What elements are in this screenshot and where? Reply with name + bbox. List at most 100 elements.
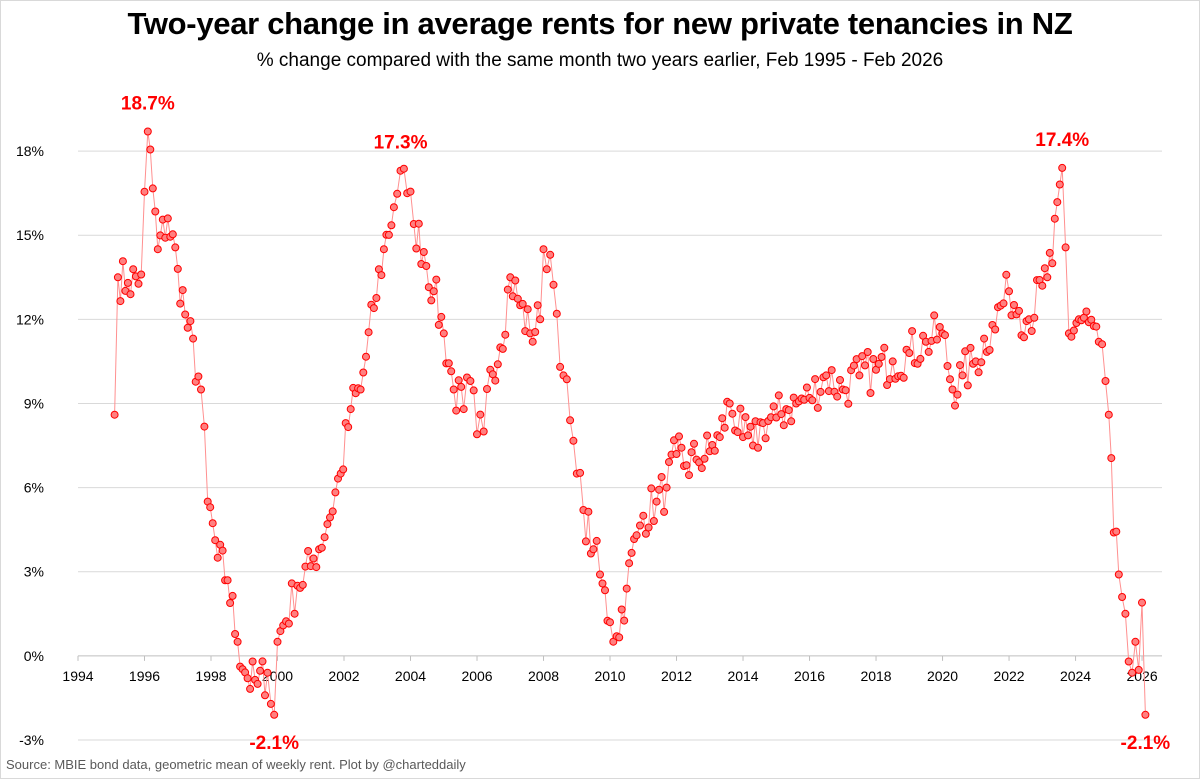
data-point [498,344,507,353]
data-point [754,443,762,452]
data-point [744,431,752,440]
data-point [556,362,565,371]
data-point [253,679,262,688]
y-tick-label: 18% [16,143,44,159]
data-point [476,410,485,419]
data-point [226,599,235,607]
data-point [703,431,712,440]
data-point [963,381,972,390]
data-point [483,385,491,393]
data-point [710,446,719,455]
data-point [733,428,742,437]
data-point [977,358,986,367]
data-point [323,520,332,529]
data-point [736,404,745,413]
series-line [114,131,1146,715]
data-point [933,335,941,344]
data-point [246,684,255,693]
data-point [466,377,475,385]
data-point [123,278,132,287]
data-point [424,283,433,292]
data-point [427,296,436,305]
annotation-label: -2.1% [1121,733,1171,754]
y-tick-label: 15% [16,227,44,243]
data-point [298,580,307,589]
data-point [584,507,593,516]
data-point [855,371,864,380]
data-point [956,361,964,370]
data-point [675,432,683,441]
data-point [636,521,644,530]
data-point [208,519,217,528]
data-point [779,421,788,430]
data-point [197,385,205,394]
data-point [1101,377,1110,385]
data-point [344,423,353,432]
y-tick-label: 0% [24,648,44,664]
data-point [784,406,793,415]
data-point [700,454,709,463]
data-point [518,299,527,308]
data-point [880,343,889,352]
y-tick-label: -3% [19,732,44,748]
data-point [1010,301,1018,309]
data-point [491,376,500,385]
data-point [312,563,321,572]
data-point [720,423,729,432]
data-point [813,403,822,412]
data-point [1002,270,1011,279]
data-point [137,270,146,279]
data-point [863,348,872,356]
data-point [1015,306,1023,315]
data-point [620,616,629,625]
data-point [406,187,415,196]
data-point [841,386,850,395]
data-point [1053,198,1062,207]
data-point [194,372,203,381]
data-point [309,554,318,563]
data-point [116,297,125,306]
data-point [536,315,545,324]
data-point [746,422,755,431]
data-point [399,164,408,173]
data-point [665,458,673,466]
data-point [632,531,641,540]
data-point [827,366,836,375]
data-point [1069,326,1078,335]
data-point [660,507,669,516]
data-point [774,391,783,400]
data-point [948,385,957,394]
data-point [539,245,548,254]
annotation-label: 17.4% [1035,130,1089,151]
data-point [533,301,542,310]
data-point [153,245,162,254]
data-point [148,184,157,193]
data-point [844,399,853,408]
data-point [908,327,917,336]
data-point [687,448,696,457]
data-point [1121,609,1130,618]
data-point [617,605,626,614]
data-point [858,352,867,361]
data-point [1134,665,1143,674]
data-point [186,317,195,326]
data-point [1107,454,1116,463]
data-point [958,371,967,380]
data-point [233,637,242,646]
data-point [816,387,825,396]
data-point [181,310,190,319]
data-point [877,353,886,361]
data-point [228,591,237,600]
data-point [1050,214,1059,223]
data-point [223,576,232,585]
data-point [531,328,540,336]
data-point [449,385,458,394]
data-point [966,343,975,352]
data-point [1045,248,1054,257]
data-point [369,304,378,313]
data-point [652,497,661,506]
data-point [625,559,634,568]
annotation-label: 17.3% [374,133,428,154]
data-point [387,221,396,230]
data-point [943,362,952,370]
